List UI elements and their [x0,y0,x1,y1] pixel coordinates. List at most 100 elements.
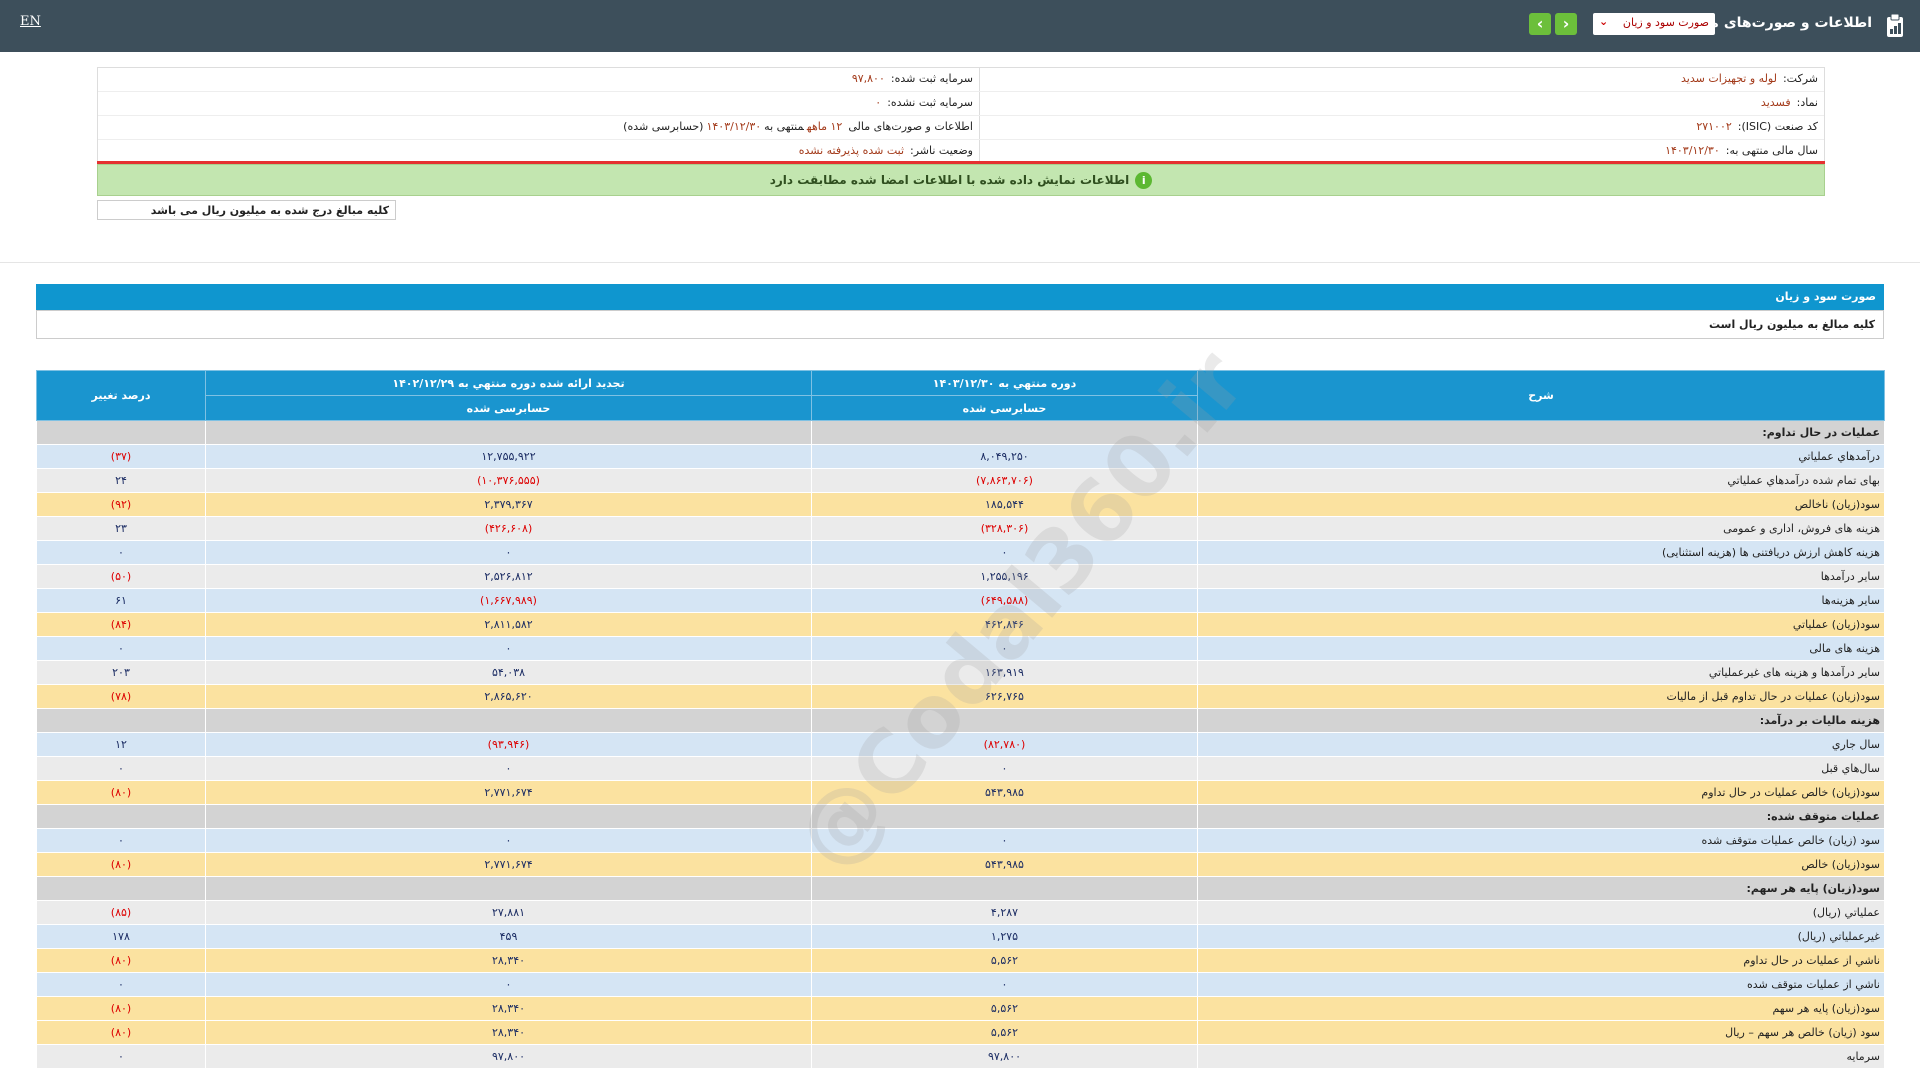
row-current: ۸,۰۴۹,۲۵۰ [811,444,1198,469]
info-label: اطلاعات و صورت‌های مالی [848,120,973,133]
info-cell: سرمایه ثبت نشده: ۰ [869,92,979,115]
statement-row: عمليات متوقف شده: [36,804,1885,829]
row-current: (۷,۸۶۳,۷۰۶) [811,468,1198,493]
row-current: ۰ [811,972,1198,997]
report-select-text: صورت سود و زیان [1622,16,1709,29]
row-previous [205,804,812,829]
row-current: ۴۶۲,۸۴۶ [811,612,1198,637]
row-previous: ۴۵۹ [205,924,812,949]
row-label: عملياتي (ريال) [1197,900,1885,925]
info-label: سال مالی منتهی به: [1725,144,1818,157]
prev-button[interactable]: ‹ [1529,13,1551,35]
row-previous: ۰ [205,540,812,565]
row-previous: ۰ [205,972,812,997]
row-current: ۶۲۶,۷۶۵ [811,684,1198,709]
info-value: ۱۴۰۳/۱۲/۳۰ [706,120,762,133]
col-change: درصد تغییر [36,370,206,421]
row-label: هزينه ماليات بر درآمد: [1197,708,1885,733]
row-label: سود(زيان) خالص [1197,852,1885,877]
row-previous: (۴۲۶,۶۰۸) [205,516,812,541]
row-label: عمليات در حال تداوم: [1197,420,1885,445]
row-previous: ۰ [205,828,812,853]
row-current: ۰ [811,540,1198,565]
info-value: لوله و تجهیزات سدید [1681,72,1777,85]
row-previous [205,708,812,733]
statement-row: سود(زيان) عملياتي ۴۶۲,۸۴۶ ۲,۸۱۱,۵۸۲ (۸۴) [36,612,1885,637]
row-current: ۵,۵۶۲ [811,996,1198,1021]
row-label: هزینه کاهش ارزش دریافتنی ها (هزینه استثن… [1197,540,1885,565]
top-bar: اطلاعات و صورت‌های مالی صورت سود و زیان ⌄… [0,0,1920,52]
notice-bar: i اطلاعات نمایش داده شده با اطلاعات امضا … [97,164,1825,196]
page-title: اطلاعات و صورت‌های مالی [1685,15,1872,31]
row-label: ناشي از عمليات متوقف شده [1197,972,1885,997]
row-current: ۰ [811,756,1198,781]
company-info: شرکت: لوله و تجهیزات سدید سرمایه ثبت شده: ۹… [97,67,1825,165]
info-value: (حسابرسی شده) [623,120,704,133]
row-current: ۰ [811,828,1198,853]
statement-row: هزينه هاى فروش، ادارى و عمومى (۳۲۸,۳۰۶) (۴… [36,516,1885,541]
row-label: ناشي از عمليات در حال تداوم [1197,948,1885,973]
row-current: ۱۸۵,۵۴۴ [811,492,1198,517]
row-change [36,876,206,901]
row-change: ۰ [36,636,206,661]
row-previous: (۹۳,۹۴۶) [205,732,812,757]
next-button[interactable]: › [1555,13,1577,35]
row-change: (۸۵) [36,900,206,925]
statement-row: هزینه کاهش ارزش دریافتنی ها (هزینه استثن… [36,540,1885,565]
row-label: سود(زيان) عملياتي [1197,612,1885,637]
language-link[interactable]: EN [20,14,41,29]
row-previous [205,876,812,901]
info-label: نماد: [1796,96,1818,109]
row-change: ۱۲ [36,732,206,757]
row-previous: ۲,۷۷۱,۶۷۴ [205,852,812,877]
row-current: ۵۴۳,۹۸۵ [811,780,1198,805]
row-change: ۰ [36,540,206,565]
row-change: ۰ [36,756,206,781]
row-label: عمليات متوقف شده: [1197,804,1885,829]
statement-row: هزينه ماليات بر درآمد: [36,708,1885,733]
row-change: (۸۰) [36,852,206,877]
statement-row: سود(زيان) خالص ۵۴۳,۹۸۵ ۲,۷۷۱,۶۷۴ (۸۰) [36,852,1885,877]
row-change: (۷۸) [36,684,206,709]
statement-row: ساير درآمدها و هزينه هاى غيرعملياتي ۱۶۳,۹… [36,660,1885,685]
row-label: سود(زيان) پايه هر سهم [1197,996,1885,1021]
row-label: سود(زيان) خالص عمليات در حال تداوم [1197,780,1885,805]
row-label: بهاى تمام شده درآمدهاي عملياتي [1197,468,1885,493]
row-label: سود(زيان) ناخالص [1197,492,1885,517]
row-current: ۵,۵۶۲ [811,1020,1198,1045]
row-current: ۵۴۳,۹۸۵ [811,852,1198,877]
row-current: ۹۷,۸۰۰ [811,1044,1198,1069]
row-previous: ۲,۵۲۶,۸۱۲ [205,564,812,589]
row-current: (۳۲۸,۳۰۶) [811,516,1198,541]
statement-row: سال‌هاي قبل ۰ ۰ ۰ [36,756,1885,781]
report-select[interactable]: صورت سود و زیان ⌄ [1593,13,1715,35]
statement-subtitle: کلیه مبالغ به میلیون ریال است [36,310,1884,339]
row-change: ۶۱ [36,588,206,613]
divider [97,161,1825,164]
info-row: نماد: فسدید سرمایه ثبت نشده: ۰ [98,92,1824,116]
select-arrow: ⌄ [1599,15,1609,28]
info-label: سرمایه ثبت شده: [890,72,973,85]
row-change: ۲۳ [36,516,206,541]
row-previous: (۱۰,۳۷۶,۵۵۵) [205,468,812,493]
info-value: منتهی به [764,120,804,133]
row-current: (۸۲,۷۸۰) [811,732,1198,757]
col-current: دوره منتهي به ۱۴۰۳/۱۲/۳۰ [811,370,1198,396]
row-current [811,876,1198,901]
row-previous: ۵۴,۰۳۸ [205,660,812,685]
row-previous: ۲۸,۳۴۰ [205,948,812,973]
statement-row: سود(زيان) پايه هر سهم: [36,876,1885,901]
statement-row: ناشي از عمليات در حال تداوم ۵,۵۶۲ ۲۸,۳۴۰ (۸… [36,948,1885,973]
statement-row: درآمدهاي عملياتي ۸,۰۴۹,۲۵۰ ۱۲,۷۵۵,۹۲۲ (۳۷) [36,444,1885,469]
statement-row: عمليات در حال تداوم: [36,420,1885,445]
row-current: ۰ [811,636,1198,661]
row-change: (۸۰) [36,948,206,973]
row-label: ساير درآمدها و هزينه هاى غيرعملياتي [1197,660,1885,685]
row-change: ۲۰۳ [36,660,206,685]
row-label: سرمايه [1197,1044,1885,1069]
row-current: ۱,۲۷۵ [811,924,1198,949]
info-cell: وضعیت ناشر: ثبت شده پذیرفته نشده [793,140,979,163]
info-label: سرمایه ثبت نشده: [887,96,973,109]
row-label: سال‌هاي قبل [1197,756,1885,781]
